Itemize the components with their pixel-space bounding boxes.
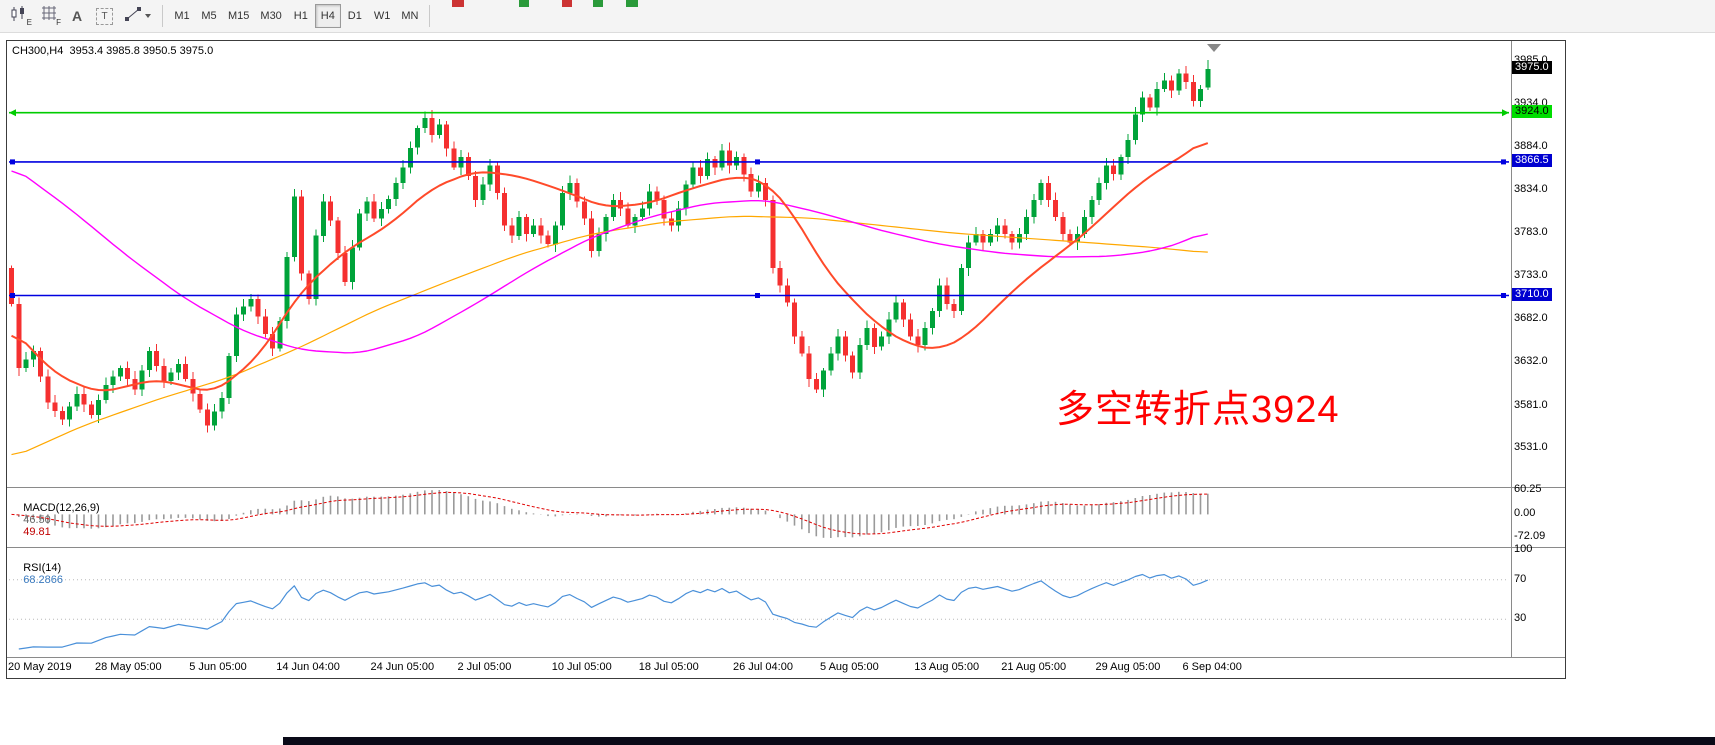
time-axis-label: 18 Jul 05:00 (638, 661, 699, 673)
hline-price-tag-blue: 3710.0 (1512, 287, 1552, 301)
grid-button[interactable]: F (35, 4, 63, 28)
macd-label: MACD(12,26,9) 46.50 49.81 (11, 490, 100, 550)
toolbar-separator (162, 5, 163, 27)
hline-handle[interactable] (1501, 293, 1506, 298)
timeframe-button-D1[interactable]: D1 (347, 10, 362, 22)
time-axis-label: 2 Jul 05:00 (457, 661, 512, 673)
time-axis-label: 5 Jun 05:00 (189, 661, 247, 673)
timeframe-button-H1[interactable]: H1 (293, 10, 308, 22)
price-axis-label: 3531.0 (1514, 441, 1548, 454)
hline-handle[interactable] (755, 293, 760, 298)
annotation-text[interactable]: 多空转折点3924 (1056, 389, 1340, 431)
time-axis-label: 29 Aug 05:00 (1095, 661, 1161, 673)
draw-tools-dropdown[interactable] (119, 4, 156, 28)
macd-axis-label: 60.25 (1514, 483, 1542, 495)
macd-name: MACD(12,26,9) (23, 502, 100, 514)
timeframe-button-H4[interactable]: H4 (314, 4, 341, 28)
price-axis-label: 3632.0 (1514, 355, 1548, 368)
grid-icon (40, 5, 58, 27)
candlestick-chart-button[interactable]: E (4, 4, 34, 28)
timeframe-group: M1 M5 M15 M30 H1 H4 D1 W1 MN (169, 4, 423, 28)
rsi-value: 68.2866 (23, 574, 63, 586)
toolbar-separator (429, 5, 431, 27)
background-window-fragment (452, 0, 464, 7)
hline-price-tag-green: 3924.0 (1512, 104, 1552, 118)
macd-histogram (17, 490, 1209, 538)
hline-handle[interactable] (755, 159, 760, 165)
price-axis-label: 3733.0 (1514, 268, 1548, 281)
background-window-strip (283, 737, 1715, 745)
hline-handle[interactable] (10, 293, 15, 298)
ma-fast-red[interactable] (11, 142, 1209, 392)
time-axis-label: 28 May 05:00 (95, 661, 162, 673)
rsi-line (18, 573, 1209, 650)
timeframe-button-M15[interactable]: M15 (228, 10, 250, 22)
time-axis-label: 14 Jun 04:00 (276, 661, 340, 673)
time-axis-label: 24 Jun 05:00 (370, 661, 435, 673)
macd-signal-value: 49.81 (23, 526, 51, 538)
timeframe-button-M5[interactable]: M5 (201, 10, 217, 22)
price-axis-label: 3682.0 (1514, 312, 1548, 325)
text-box-button[interactable]: T (91, 4, 118, 28)
top-toolbar: E F A T (0, 0, 1715, 33)
time-axis-label: 6 Sep 04:00 (1182, 661, 1242, 673)
time-axis-label: 26 Jul 04:00 (733, 661, 793, 673)
macd-axis-label: 0.00 (1514, 507, 1536, 520)
trendline-icon (124, 6, 142, 27)
time-axis-label: 5 Aug 05:00 (820, 661, 879, 673)
timeframe-button-W1[interactable]: W1 (373, 10, 391, 22)
rsi-axis-label: 30 (1514, 612, 1527, 625)
time-axis-label: 10 Jul 05:00 (551, 661, 612, 673)
background-window-fragment (593, 0, 603, 7)
rsi-name: RSI(14) (23, 562, 62, 574)
button-sub-label: E (26, 18, 32, 27)
ma-mid-magenta[interactable] (11, 170, 1208, 354)
current-price-tag: 3975.0 (1512, 61, 1552, 75)
hline-handle[interactable] (10, 159, 15, 165)
time-axis-label: 20 May 2019 (8, 661, 72, 673)
background-window-fragment (562, 0, 572, 7)
price-axis-label: 3581.0 (1514, 398, 1548, 411)
timeframe-button-MN[interactable]: MN (401, 10, 419, 22)
background-window-fragment (519, 0, 529, 7)
timeframe-button-M1[interactable]: M1 (174, 10, 190, 22)
symbol-info-line: CH300,H4 3953.4 3985.8 3950.5 3975.0 (12, 45, 214, 57)
time-axis-label: 13 Aug 05:00 (914, 661, 980, 673)
rsi-label: RSI(14) 68.2866 (11, 550, 63, 598)
text-label-button[interactable]: A (64, 4, 90, 28)
chart-window (6, 40, 1566, 679)
price-axis-label: 3884.0 (1514, 139, 1548, 152)
price-axis-label: 3834.0 (1514, 182, 1548, 195)
price-axis-label: 3783.0 (1514, 226, 1548, 239)
candlestick-chart-icon (9, 5, 29, 28)
macd-main-value: 46.50 (23, 514, 51, 526)
timeframe-button-M30[interactable]: M30 (260, 10, 282, 22)
hline-handle[interactable] (1501, 159, 1506, 165)
chart-canvas[interactable] (7, 41, 1565, 678)
hline-price-tag-blue: 3866.5 (1512, 153, 1552, 167)
chevron-down-icon (145, 14, 151, 18)
text-label-icon: A (71, 8, 83, 24)
rsi-axis-label: 100 (1514, 543, 1533, 555)
macd-signal-line (11, 491, 1208, 535)
button-sub-label: F (56, 18, 61, 27)
macd-axis-label: -72.09 (1514, 530, 1546, 542)
hline-arrow (9, 109, 16, 117)
hline-arrow (1502, 109, 1509, 117)
text-box-icon: T (96, 7, 113, 25)
ma-slow-orange[interactable] (11, 215, 1208, 456)
time-axis-label: 21 Aug 05:00 (1001, 661, 1067, 673)
chart-shift-marker[interactable] (1207, 44, 1221, 52)
rsi-axis-label: 70 (1514, 572, 1527, 585)
candles-layer (9, 60, 1211, 433)
background-window-fragment (626, 0, 638, 7)
